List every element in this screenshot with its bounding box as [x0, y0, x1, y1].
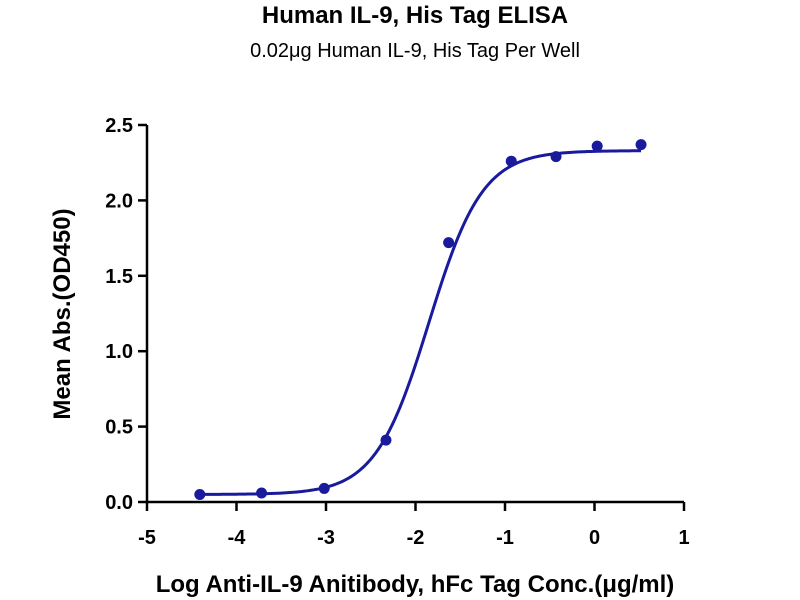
x-axis: -5 -4 -3 -2 -1 0 1 [138, 500, 690, 549]
y-tick-label: 0.5 [105, 417, 133, 439]
x-axis-label: Log Anti-IL-9 Anitibody, hFc Tag Conc.(μ… [156, 571, 675, 598]
y-tick-label: 0.0 [105, 492, 133, 514]
y-ticks: 0.0 0.5 1.0 1.5 2.0 2.5 [105, 115, 147, 514]
data-point [318, 482, 330, 494]
data-point [194, 488, 206, 500]
y-tick-label: 2.5 [105, 115, 133, 137]
x-tick-label: -4 [228, 527, 247, 549]
x-ticks: -5 -4 -3 -2 -1 0 1 [138, 502, 690, 549]
x-tick-label: 1 [678, 527, 689, 549]
x-tick-label: -1 [496, 527, 514, 549]
data-point [591, 140, 603, 152]
data-point [256, 487, 268, 499]
data-point [550, 151, 562, 163]
x-tick-label: -2 [407, 527, 425, 549]
x-tick-label: -3 [317, 527, 335, 549]
y-tick-label: 1.0 [105, 341, 133, 363]
data-points [194, 139, 647, 500]
fit-curve [199, 149, 642, 496]
data-point [380, 434, 392, 446]
data-point [635, 139, 647, 151]
data-point [443, 237, 455, 249]
y-tick-label: 1.5 [105, 266, 133, 288]
chart-subtitle: 0.02μg Human IL-9, His Tag Per Well [250, 40, 580, 62]
x-tick-label: -5 [138, 527, 156, 549]
data-point [505, 155, 517, 167]
y-axis: 0.0 0.5 1.0 1.5 2.0 2.5 [105, 115, 149, 514]
y-tick-label: 2.0 [105, 190, 133, 212]
chart-title: Human IL-9, His Tag ELISA [261, 2, 569, 29]
x-tick-label: 0 [589, 527, 600, 549]
y-axis-label: Mean Abs.(OD450) [49, 208, 76, 419]
